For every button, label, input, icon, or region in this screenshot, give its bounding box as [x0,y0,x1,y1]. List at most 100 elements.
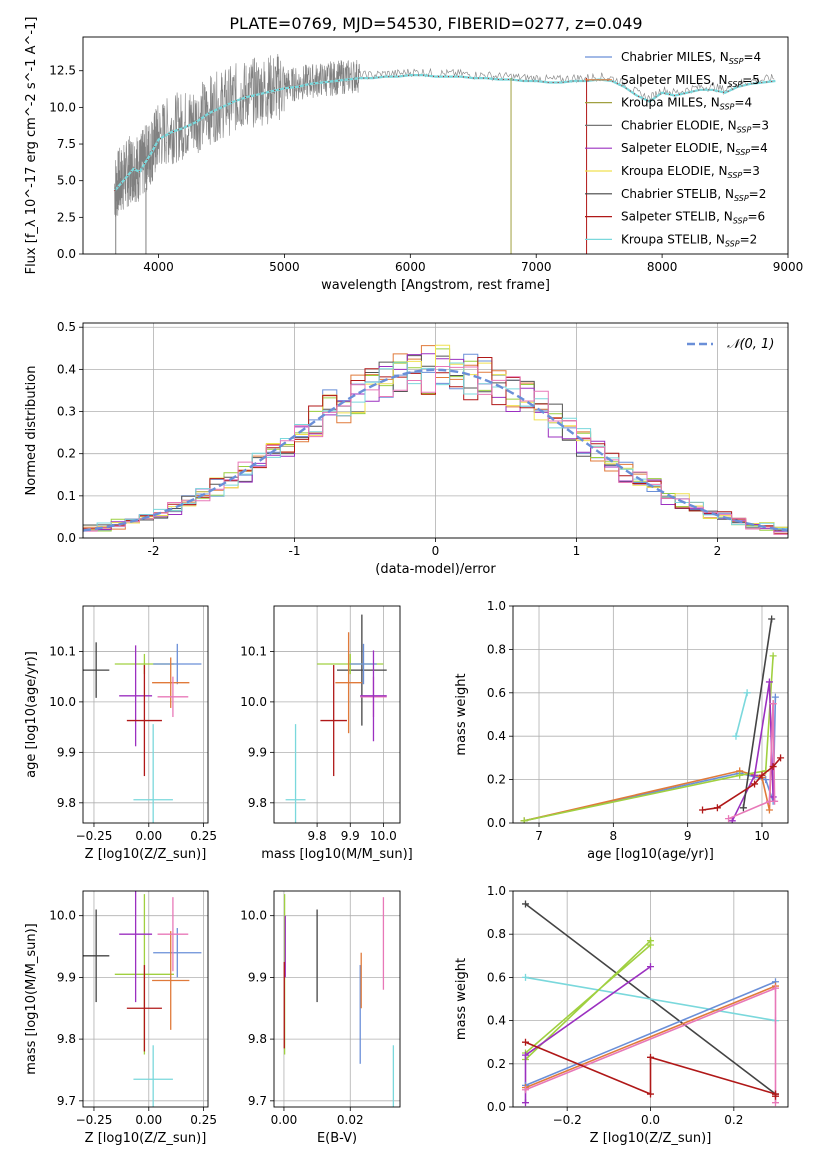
x-tick-label: -2 [148,544,160,558]
chart-mass_vs_Z: −0.25 0.00 0.25 9.7 9.8 9.9 10.0 Z [log10(Z/Z_s… [24,890,217,1146]
errorbar-point [153,643,202,685]
mass-weight-marker [522,973,529,981]
mass-weight-marker [769,763,777,771]
mass-weight-marker [522,1099,529,1107]
plot-area [283,894,395,1107]
errorbar-point [152,931,190,1030]
y-tick-label: 0.4 [487,729,506,743]
mass-weight-marker [522,1051,529,1059]
chart-massweight_vs_age: 7 8 9 10 0.0 0.2 0.4 0.6 0.8 1.0 age [log10(age/yr… [454,599,789,862]
errorbar-point [153,928,202,978]
mass-weight-marker [736,771,744,779]
mass-weight-series [525,980,776,1087]
mass-weight-marker [713,804,721,812]
errorbar-point [126,665,162,777]
chart-spectrum: 4000 5000 6000 7000 8000 9000 0.0 2.5 5.0 7.5 10.0… [24,17,803,293]
y-tick-label: 0.4 [57,362,76,376]
legend-spectrum: Chabrier MILES, NSSP=4 Salpeter MILES, NS… [585,50,769,248]
mass-weight-marker [647,1090,654,1098]
y-tick-label: 0.6 [487,686,506,700]
x-tick-label: 0.02 [337,1113,364,1127]
y-tick-label: 0.0 [487,1100,506,1114]
mass-weight-marker [647,963,654,971]
x-tick-label: 2 [714,544,722,558]
mass-weight-marker [522,1086,529,1094]
mass-weight-marker [522,900,529,908]
mass-weight-series [525,985,776,1089]
y-tick-label: 1.0 [487,599,506,613]
y-axis-label: Normed distribution [24,366,39,496]
legend-entry-label: Salpeter MILES, NSSP=5 [621,73,760,89]
mass-weight-marker [699,806,707,814]
plot-frame [512,605,789,824]
y-axis-label: mass weight [454,958,469,1040]
y-tick-label: 10.0 [240,909,267,923]
y-tick-label: 10.0 [49,909,76,923]
y-tick-label: 10.0 [49,695,76,709]
y-tick-label: 0.6 [487,970,506,984]
mass-weight-marker [751,780,759,788]
plot-area [520,615,785,823]
x-tick-label: 1 [573,544,581,558]
y-tick-label: 9.8 [57,1032,76,1046]
x-axis-label: E(B-V) [317,1131,357,1146]
mass-weight-marker [725,815,733,823]
y-tick-label: 7.5 [57,137,76,151]
mass-weight-marker [732,732,740,740]
legend-entry-label: Kroupa STELIB, NSSP=2 [621,232,757,248]
x-axis-label: age [log10(age/yr)] [587,847,714,862]
x-tick-label: -1 [289,544,301,558]
x-tick-label: 0.25 [190,1113,217,1127]
mass-weight-marker [739,804,747,812]
y-tick-label: 9.9 [57,745,76,759]
y-tick-label: 1.0 [487,884,506,898]
x-axis-label: (data-model)/error [375,562,496,577]
x-tick-label: 0.2 [724,1113,743,1127]
y-tick-label: 9.8 [248,1032,267,1046]
mass-weight-series [728,703,776,820]
x-tick-label: 0.00 [271,1113,298,1127]
x-tick-label: 5000 [269,260,300,274]
x-tick-label: 9 [684,829,692,843]
legend-gaussian-label: 𝒩(0, 1) [727,337,774,352]
y-tick-label: 10.1 [240,644,267,658]
errorbar-point [83,909,110,1003]
y-tick-label: 5.0 [57,174,76,188]
x-tick-label: 0 [432,544,440,558]
x-axis-label: mass [log10(M/M_sun)] [261,847,413,862]
errorbar-point [360,650,387,742]
y-tick-label: 0.2 [57,447,76,461]
mass-weight-marker [771,693,779,701]
x-tick-label: 8 [610,829,618,843]
mass-weight-marker [647,1053,654,1061]
x-tick-label: 10.0 [370,829,397,843]
errorbar-point [350,643,377,685]
y-tick-label: 9.9 [57,970,76,984]
x-tick-label: 7 [535,829,543,843]
gaussian-curve [83,368,788,532]
y-tick-label: 0.2 [487,1057,506,1071]
x-axis-label: Z [log10(Z/Z_sun)] [85,1131,207,1146]
plot-frame [82,605,209,824]
chart-age_vs_Z: −0.25 0.00 0.25 9.8 9.9 10.0 10.1 Z [log10(Z/Z_… [24,605,217,862]
y-tick-label: 9.8 [248,796,267,810]
plot-area [113,53,776,254]
legend-entry-label: Chabrier ELODIE, NSSP=3 [621,118,769,134]
y-tick-label: 9.9 [248,970,267,984]
errorbar-point [126,965,162,1052]
errorbar-point [335,632,362,734]
x-axis-label: Z [log10(Z/Z_sun)] [590,1131,712,1146]
mass-weight-marker [769,652,777,660]
y-axis-label: Flux [f_λ 10^-17 erg cm^-2 s^-1 A^-1] [24,17,39,275]
mass-weight-marker [520,817,528,823]
mass-weight-marker [647,941,654,949]
mass-weight-series [742,618,773,808]
x-tick-label: 4000 [143,260,174,274]
mass-weight-marker [765,678,773,686]
mass-weight-marker [771,797,779,805]
x-tick-label: 0.00 [135,829,162,843]
mass-weight-marker [772,1099,779,1107]
mass-weight-series [523,703,774,822]
plot-frame [273,890,401,1108]
plot-area [285,614,387,823]
